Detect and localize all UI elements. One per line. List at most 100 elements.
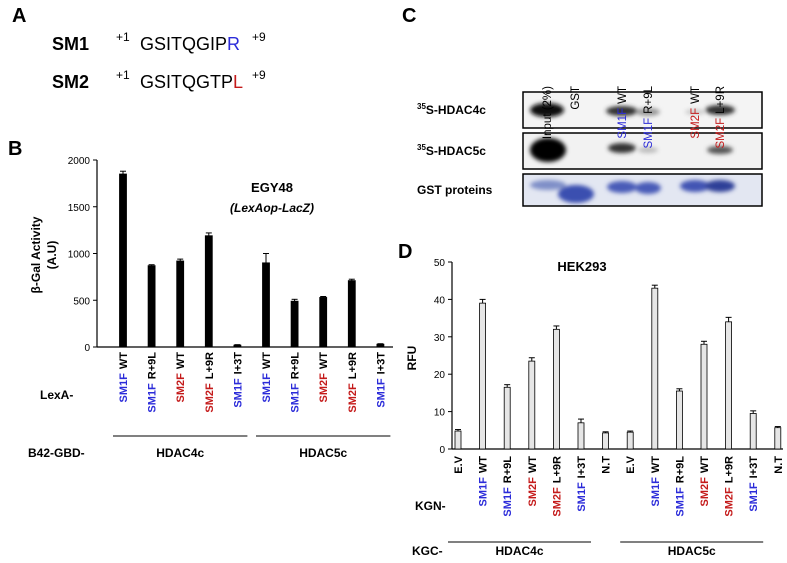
x-tick-label-part: SM1F (674, 487, 686, 517)
x-tick-label-part: SM1F (232, 378, 244, 408)
sequence-body: GSITQGIP (140, 34, 227, 54)
x-tick-label-part: WT (175, 352, 187, 369)
lane-label-part: SM2F (690, 108, 702, 139)
x-tick-label-part: SM1F (375, 378, 387, 408)
y-tick-label: 0 (84, 343, 90, 354)
y-tick-label: 500 (73, 296, 90, 307)
x-tick-label-part: SM1F (261, 373, 273, 403)
bar (290, 300, 299, 348)
lane-label-part: SM1F (617, 108, 629, 139)
motif-name: SM2 (52, 72, 89, 92)
y-axis-label: β-Gal Activity (29, 216, 43, 293)
bar (749, 413, 757, 450)
x-tick-label: SM1F I+3T (748, 456, 760, 512)
x-tick-label-part: SM2F (551, 487, 563, 517)
x-tick-label-part: WT (261, 352, 273, 369)
x-tick-label-part: SM2F (318, 373, 330, 403)
row-text: S-HDAC5c (426, 144, 486, 158)
end-position: +9 (252, 30, 266, 44)
x-tick-label-part: L+9R (724, 456, 736, 483)
x-tick-label-part: SM2F (175, 373, 187, 403)
x-tick-label-part: WT (527, 456, 539, 473)
group-label: HDAC5c (668, 544, 716, 558)
x-tick-label-part: I+3T (232, 352, 244, 375)
x-tick-label: E.V (453, 455, 465, 473)
x-tick-label-part: WT (318, 352, 330, 369)
y-tick-label: 50 (434, 258, 446, 269)
x-tick-label-part: R+9L (290, 352, 302, 379)
row-label: KGC- (412, 544, 443, 558)
y-tick-label: 40 (434, 295, 446, 306)
bar (376, 343, 385, 348)
bar (626, 431, 634, 450)
bar (602, 432, 609, 450)
row-label: LexA- (40, 388, 73, 402)
bar (204, 235, 213, 348)
panel-label: D (398, 241, 412, 263)
panel-label: B (8, 138, 22, 160)
x-tick-label-part: I+3T (748, 456, 760, 479)
chart-title: HEK293 (557, 259, 606, 274)
y-tick-label: 1000 (68, 250, 91, 261)
y-tick-label: 1500 (68, 203, 91, 214)
lane-label: SM1F WT (617, 86, 629, 139)
bar (147, 265, 156, 348)
x-tick-label-part: SM1F (147, 383, 159, 413)
x-tick-label: SM2F L+9R (724, 456, 736, 517)
x-tick-label-part: SM2F (699, 477, 711, 507)
bar (577, 422, 585, 450)
x-tick-label-part: SM1F (502, 487, 514, 517)
y-tick-label: 2000 (68, 156, 91, 167)
bar (262, 262, 270, 348)
x-tick-label: E.V (625, 455, 637, 473)
x-tick-label: SM2F WT (699, 456, 711, 507)
x-tick-label-part: E.V (453, 455, 465, 473)
y-axis-label: RFU (405, 346, 419, 371)
motif-name: SM1 (52, 34, 89, 54)
group-label: HDAC5c (299, 446, 347, 460)
bar (700, 343, 708, 450)
x-tick-label: SM2F WT (175, 352, 187, 403)
panel-label: C (402, 5, 416, 27)
lane-label-part: GST (570, 86, 582, 110)
group-label: HDAC4c (495, 544, 543, 558)
sequence-body: GSITQGTP (140, 72, 233, 92)
x-tick-label-part: E.V (625, 455, 637, 473)
x-tick-label: SM2F WT (527, 456, 539, 507)
x-tick-label-part: SM1F (576, 482, 588, 512)
x-tick-label-part: L+9R (551, 456, 563, 483)
x-tick-label: SM1F WT (261, 352, 273, 403)
blot-row-label: 35S-HDAC4c (417, 102, 486, 117)
x-tick-label-part: SM2F (527, 477, 539, 507)
x-tick-label-part: WT (478, 456, 490, 473)
x-tick-label-part: WT (118, 352, 130, 369)
blot-row-label: GST proteins (417, 183, 493, 197)
lane-label-part: Input (2%) (542, 86, 554, 139)
x-tick-label: SM1F R+9L (502, 456, 514, 517)
chart-subtitle: (LexAop-LacZ) (230, 201, 314, 215)
x-tick-label-part: SM2F (347, 383, 359, 413)
lane-label-part: SM1F (643, 118, 655, 149)
row-label: KGN- (415, 499, 446, 513)
lane-label-part: R+9L (643, 85, 655, 113)
x-tick-label-part: SM1F (118, 373, 130, 403)
x-tick-label: SM1F R+9L (674, 456, 686, 517)
bar (528, 360, 536, 450)
x-tick-label-part: SM1F (748, 482, 760, 512)
x-tick-label: SM1F WT (650, 456, 662, 507)
y-tick-label: 10 (434, 408, 446, 419)
start-position: +1 (116, 30, 130, 44)
lane-label: SM2F WT (690, 86, 702, 139)
lane-label: GST (570, 86, 582, 110)
bar (119, 173, 127, 348)
y-tick-label: 30 (434, 333, 446, 344)
x-tick-label-part: SM1F (290, 383, 302, 413)
lane-label-part: L+9R (715, 86, 727, 114)
x-tick-label-part: N.T (773, 456, 785, 474)
group-label: HDAC4c (156, 446, 204, 460)
end-position: +9 (252, 68, 266, 82)
bar (553, 328, 560, 450)
x-tick-label: N.T (601, 456, 613, 474)
x-tick-label: SM1F I+3T (375, 352, 387, 408)
